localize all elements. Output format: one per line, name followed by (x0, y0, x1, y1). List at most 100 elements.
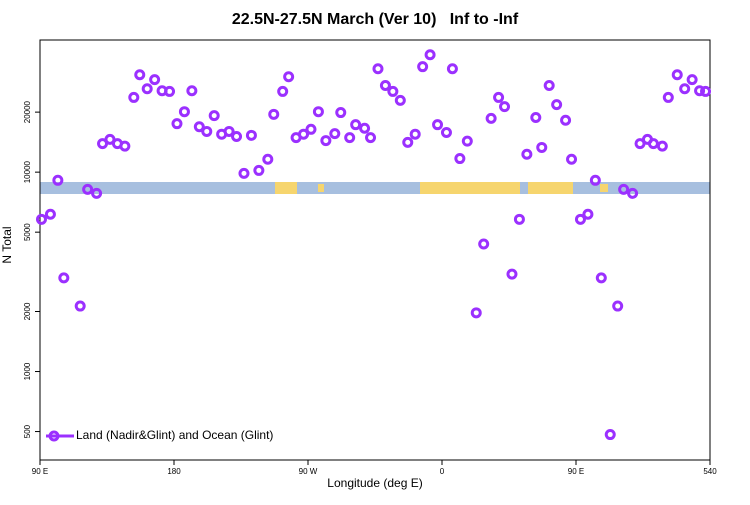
point (694, 85, 706, 97)
point (513, 213, 525, 225)
point (52, 174, 64, 186)
point (647, 138, 659, 150)
point (446, 63, 458, 75)
x-tick-label: 180 (167, 467, 181, 476)
point (700, 85, 712, 97)
point (417, 61, 429, 73)
point (402, 136, 414, 148)
point (74, 300, 86, 312)
point (679, 83, 691, 95)
point (574, 213, 586, 225)
point (262, 153, 274, 165)
point (424, 49, 436, 61)
point (478, 238, 490, 250)
point (656, 140, 668, 152)
point (268, 108, 280, 120)
point (372, 63, 384, 75)
point (536, 141, 548, 153)
y-axis-label: N Total (0, 226, 14, 263)
point (208, 110, 220, 122)
x-axis-label: Longitude (deg E) (327, 476, 422, 490)
point (359, 122, 371, 134)
x-tick-label: 90 W (299, 467, 318, 476)
point (44, 208, 56, 220)
legend-marker (48, 430, 60, 442)
point (298, 128, 310, 140)
point (461, 135, 473, 147)
point (193, 121, 205, 133)
y-tick-label: 2000 (23, 302, 32, 320)
point (320, 135, 332, 147)
point (493, 91, 505, 103)
point (530, 111, 542, 123)
point (560, 114, 572, 126)
point (521, 148, 533, 160)
point (394, 94, 406, 106)
point (35, 213, 47, 225)
point (365, 132, 377, 144)
point (454, 153, 466, 165)
point (671, 69, 683, 81)
point (238, 167, 250, 179)
chart-title: 22.5N-27.5N March (Ver 10) Inf to -Inf (232, 11, 519, 28)
land-ocean-strip (40, 182, 710, 194)
point (344, 132, 356, 144)
point (277, 85, 289, 97)
point (335, 107, 347, 119)
x-tick-label: 540 (703, 467, 717, 476)
point (589, 174, 601, 186)
point (231, 130, 243, 142)
point (178, 106, 190, 118)
point (506, 268, 518, 280)
point (662, 91, 674, 103)
point (283, 71, 295, 83)
point (201, 125, 213, 137)
point (686, 74, 698, 86)
point (171, 118, 183, 130)
point (82, 183, 94, 195)
legend-label: Land (Nadir&Glint) and Ocean (Glint) (76, 428, 273, 442)
point (128, 91, 140, 103)
x-tick-label: 90 E (568, 467, 584, 476)
point (186, 85, 198, 97)
point (485, 112, 497, 124)
point (604, 429, 616, 441)
y-tick-label: 1000 (23, 362, 32, 380)
plot-frame (39, 39, 711, 461)
point (149, 74, 161, 86)
point (566, 153, 578, 165)
y-tick-label: 5000 (23, 223, 32, 241)
point (499, 101, 511, 113)
point (329, 128, 341, 140)
x-tick-label: 0 (440, 467, 445, 476)
point (409, 128, 421, 140)
y-tick-label: 500 (23, 424, 32, 438)
point (543, 79, 555, 91)
point (432, 119, 444, 131)
point (612, 300, 624, 312)
point (350, 119, 362, 131)
point (312, 106, 324, 118)
point (134, 69, 146, 81)
point (91, 187, 103, 199)
y-tick-label: 10000 (23, 160, 32, 183)
point (58, 272, 70, 284)
point (595, 272, 607, 284)
point (551, 99, 563, 111)
point (119, 140, 131, 152)
point (164, 85, 176, 97)
point (245, 129, 257, 141)
point (627, 187, 639, 199)
point (141, 83, 153, 95)
point (618, 183, 630, 195)
point (387, 85, 399, 97)
point (582, 208, 594, 220)
point (379, 79, 391, 91)
y-tick-label: 20000 (23, 100, 32, 123)
point (470, 307, 482, 319)
point (440, 127, 452, 139)
point (305, 123, 317, 135)
x-tick-label: 90 E (32, 467, 48, 476)
point (253, 164, 265, 176)
